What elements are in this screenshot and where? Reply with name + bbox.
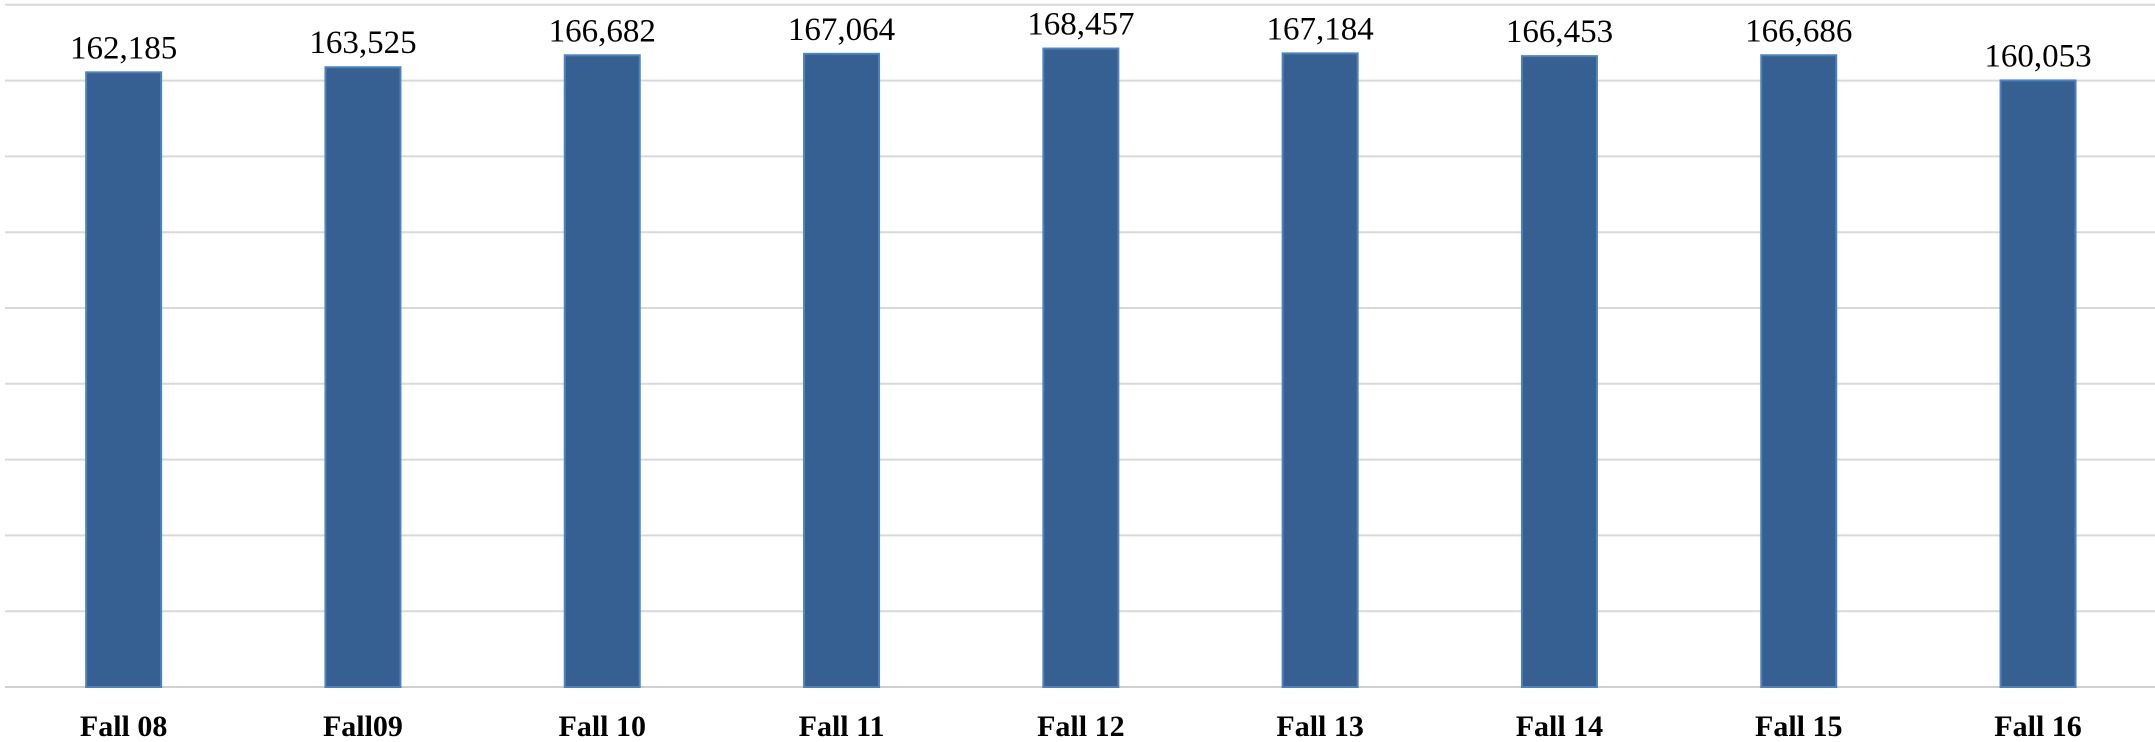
data-labels: 162,185 163,525 166,682 167,064 168,457 167,1… xyxy=(70,7,2092,75)
data-label: 167,184 xyxy=(1267,11,1374,47)
bar-4 xyxy=(803,52,881,688)
x-tick-label: Fall 12 xyxy=(1037,710,1125,742)
data-label: 162,185 xyxy=(70,30,177,66)
bar-1 xyxy=(85,71,163,688)
data-label: 163,525 xyxy=(309,25,416,61)
data-label: 166,453 xyxy=(1506,14,1613,50)
bar-6 xyxy=(1281,52,1359,689)
bar-8 xyxy=(1760,54,1838,688)
data-label: 166,686 xyxy=(1745,13,1852,49)
data-label: 166,682 xyxy=(549,13,656,49)
x-tick-label: Fall 14 xyxy=(1516,710,1604,742)
x-tick-label: Fall09 xyxy=(323,710,403,742)
x-tick-label: Fall 16 xyxy=(1994,710,2082,742)
x-tick-label: Fall 15 xyxy=(1755,710,1843,742)
bar-3 xyxy=(563,54,641,689)
bar-7 xyxy=(1520,55,1598,689)
bar-5 xyxy=(1042,47,1120,688)
x-tick-label: Fall 11 xyxy=(799,710,885,742)
x-tick-label: Fall 13 xyxy=(1276,710,1364,742)
x-tick-label: Fall 08 xyxy=(80,710,168,742)
bar-2 xyxy=(324,66,402,689)
x-tick-label: Fall 10 xyxy=(559,710,647,742)
data-label: 167,064 xyxy=(788,12,895,48)
bars xyxy=(85,47,2077,689)
bar-9 xyxy=(1999,79,2077,689)
data-label: 168,457 xyxy=(1027,7,1134,43)
x-axis-tick-labels: Fall 08 Fall09 Fall 10 Fall 11 Fall 12 Fall 1… xyxy=(80,710,2082,742)
data-label: 160,053 xyxy=(1984,38,2091,74)
